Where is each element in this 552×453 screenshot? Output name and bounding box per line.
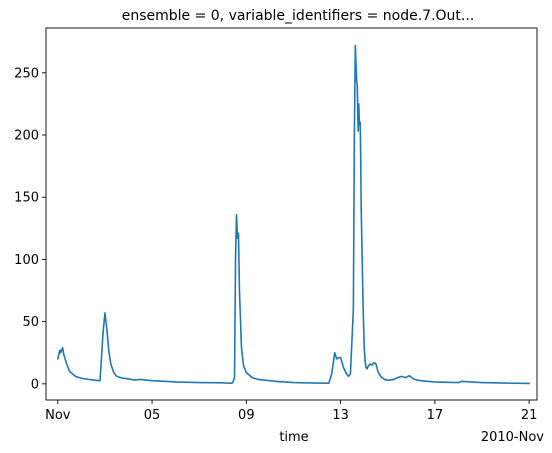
x-axis: Nov 05 09 13 17 21 [45,400,537,423]
plot-area [45,27,538,401]
y-axis: 0 50 100 150 200 250 [14,66,46,392]
y-tick-label: 100 [14,253,39,268]
x-axis-title: time [279,430,308,445]
series-line-0 [56,44,530,385]
plot-frame [45,27,538,401]
y-tick-label: 200 [14,128,39,143]
y-tick-label: 0 [31,377,39,392]
x-tick-label: 17 [427,408,444,423]
x-tick-label: 05 [144,408,161,423]
y-tick-label: 50 [22,315,39,330]
x-tick-label: 13 [332,408,349,423]
chart-title: ensemble = 0, variable_identifiers = nod… [122,8,475,24]
x-axis-offset-label: 2010-Nov [481,430,544,445]
x-tick-label: 21 [521,408,538,423]
x-tick-label: 09 [238,408,255,423]
y-tick-label: 250 [14,66,39,81]
x-tick-label: Nov [45,408,71,423]
y-tick-label: 150 [14,191,39,206]
